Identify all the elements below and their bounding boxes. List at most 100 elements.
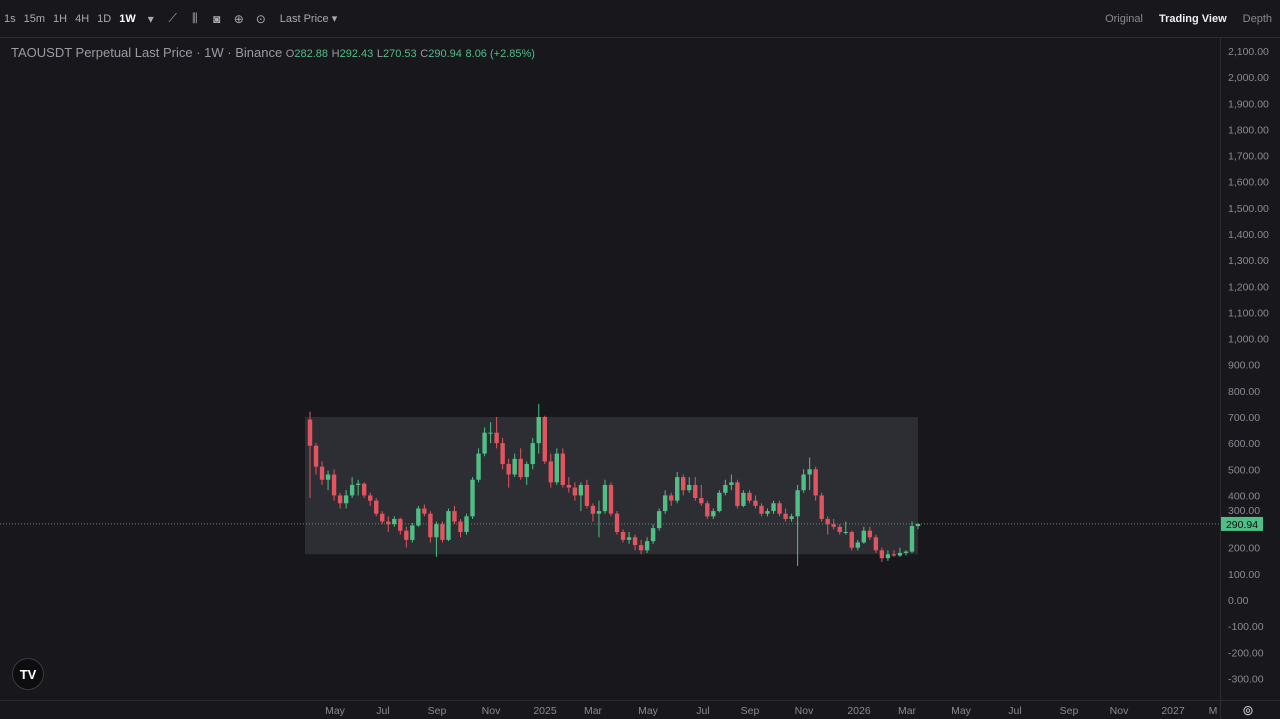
candle [849, 530, 854, 551]
candle-body [355, 483, 361, 485]
plus-circle-icon[interactable]: ⊕ [233, 11, 244, 26]
candle [566, 477, 572, 493]
candle [897, 547, 903, 557]
candle [512, 453, 517, 478]
price-tick-label: 1,400.00 [1228, 229, 1269, 241]
chevron-down-icon[interactable]: ▾ [147, 11, 154, 26]
candle [416, 505, 421, 527]
candle [361, 482, 367, 499]
candle-body [638, 545, 644, 551]
candle-body [422, 508, 427, 514]
high-label: H [331, 48, 340, 60]
candle-body [897, 552, 903, 556]
candle [578, 482, 584, 512]
candle-body [765, 511, 770, 514]
candle-body [801, 474, 806, 491]
candle [777, 500, 782, 517]
candle [711, 508, 716, 519]
candle-body [620, 532, 626, 540]
view-depth[interactable]: Depth [1242, 12, 1272, 25]
candle-body [867, 530, 873, 538]
candle-body [554, 453, 560, 483]
price-tick-label: 700.00 [1228, 412, 1260, 424]
time-tick-label: May [951, 705, 972, 717]
candle-body [602, 484, 608, 512]
time-tick-label: M [1209, 705, 1218, 717]
candle [307, 411, 313, 499]
candle [861, 526, 867, 544]
candle [440, 521, 445, 543]
axis-settings-icon[interactable]: ⊚ [1242, 702, 1254, 718]
price-type-dropdown[interactable]: Last Price ▾ [279, 13, 338, 25]
candle-body [608, 484, 614, 514]
candle-body [446, 511, 451, 540]
candle-body [813, 469, 818, 496]
price-tick-label: 800.00 [1228, 386, 1260, 398]
candle [536, 403, 541, 454]
candle-body [578, 484, 584, 496]
candle-body [909, 526, 915, 552]
candle-body [319, 466, 325, 480]
timeframe-1D[interactable]: 1D [97, 12, 112, 25]
candlestick-chart[interactable]: 2,100.00 2,000.00 1,900.00 1,800.00 1,700.00… [0, 38, 1280, 719]
candle [668, 492, 674, 506]
candle [867, 526, 873, 540]
candle [741, 490, 746, 508]
candle [349, 477, 355, 499]
timeframe-1s[interactable]: 1s [4, 12, 16, 25]
time-tick-label: Nov [1110, 705, 1129, 717]
tradingview-logo[interactable]: TV [12, 658, 44, 690]
candle [386, 516, 391, 533]
candle-body [837, 526, 842, 533]
price-tick-label: 0.00 [1228, 595, 1249, 607]
view-original[interactable]: Original [1105, 12, 1143, 25]
view-trading-view[interactable]: Trading View [1158, 12, 1227, 25]
candle-body [361, 483, 367, 496]
price-tick-label: 200.00 [1228, 543, 1260, 555]
candle [602, 479, 608, 514]
candle-body [783, 513, 788, 519]
candle-body [416, 508, 421, 526]
settings-circle-icon[interactable]: ⊙ [255, 11, 266, 26]
candle-body [458, 521, 463, 533]
time-tick-label: May [638, 705, 659, 717]
price-tick-label: 600.00 [1228, 438, 1260, 450]
candle-body [398, 518, 403, 531]
close-value: 290.94 [428, 48, 462, 60]
candle-body [476, 453, 481, 480]
candle-body [759, 505, 764, 514]
candle [753, 495, 758, 509]
candle [319, 461, 325, 485]
candle-body [464, 516, 469, 533]
candle-body [644, 541, 650, 551]
candle-body [717, 492, 722, 512]
candle-body [849, 532, 854, 548]
timeframe-1W[interactable]: 1W [119, 12, 136, 25]
candle [837, 524, 842, 535]
open-label: O [285, 48, 295, 60]
candle-body [470, 479, 475, 517]
candle [488, 422, 493, 444]
candle [398, 517, 403, 535]
candle-body [650, 528, 656, 542]
candle-body [711, 511, 716, 517]
candle-body [392, 518, 397, 525]
candle-body [693, 484, 698, 499]
candle-body [843, 532, 848, 534]
chart-legend: TAOUSDT Perpetual Last Price · 1W · Bina… [11, 45, 535, 60]
indicators-icon[interactable]: ⟋ [168, 11, 177, 25]
price-tick-label: 1,200.00 [1228, 281, 1269, 293]
timeframe-15m[interactable]: 15m [23, 12, 46, 25]
timeframe-1H[interactable]: 1H [53, 12, 68, 25]
candle [789, 513, 794, 522]
candle [644, 537, 650, 553]
candle [759, 503, 764, 517]
time-tick-label: Mar [898, 705, 917, 717]
price-tick-label: 1,900.00 [1228, 98, 1269, 110]
candle-body [687, 484, 692, 491]
candle-body [452, 511, 457, 522]
camera-icon[interactable]: ◙ [213, 11, 221, 26]
timeframe-4H[interactable]: 4H [75, 12, 90, 25]
candle-type-icon[interactable]: ⫼ [191, 11, 198, 25]
candle [903, 550, 909, 556]
